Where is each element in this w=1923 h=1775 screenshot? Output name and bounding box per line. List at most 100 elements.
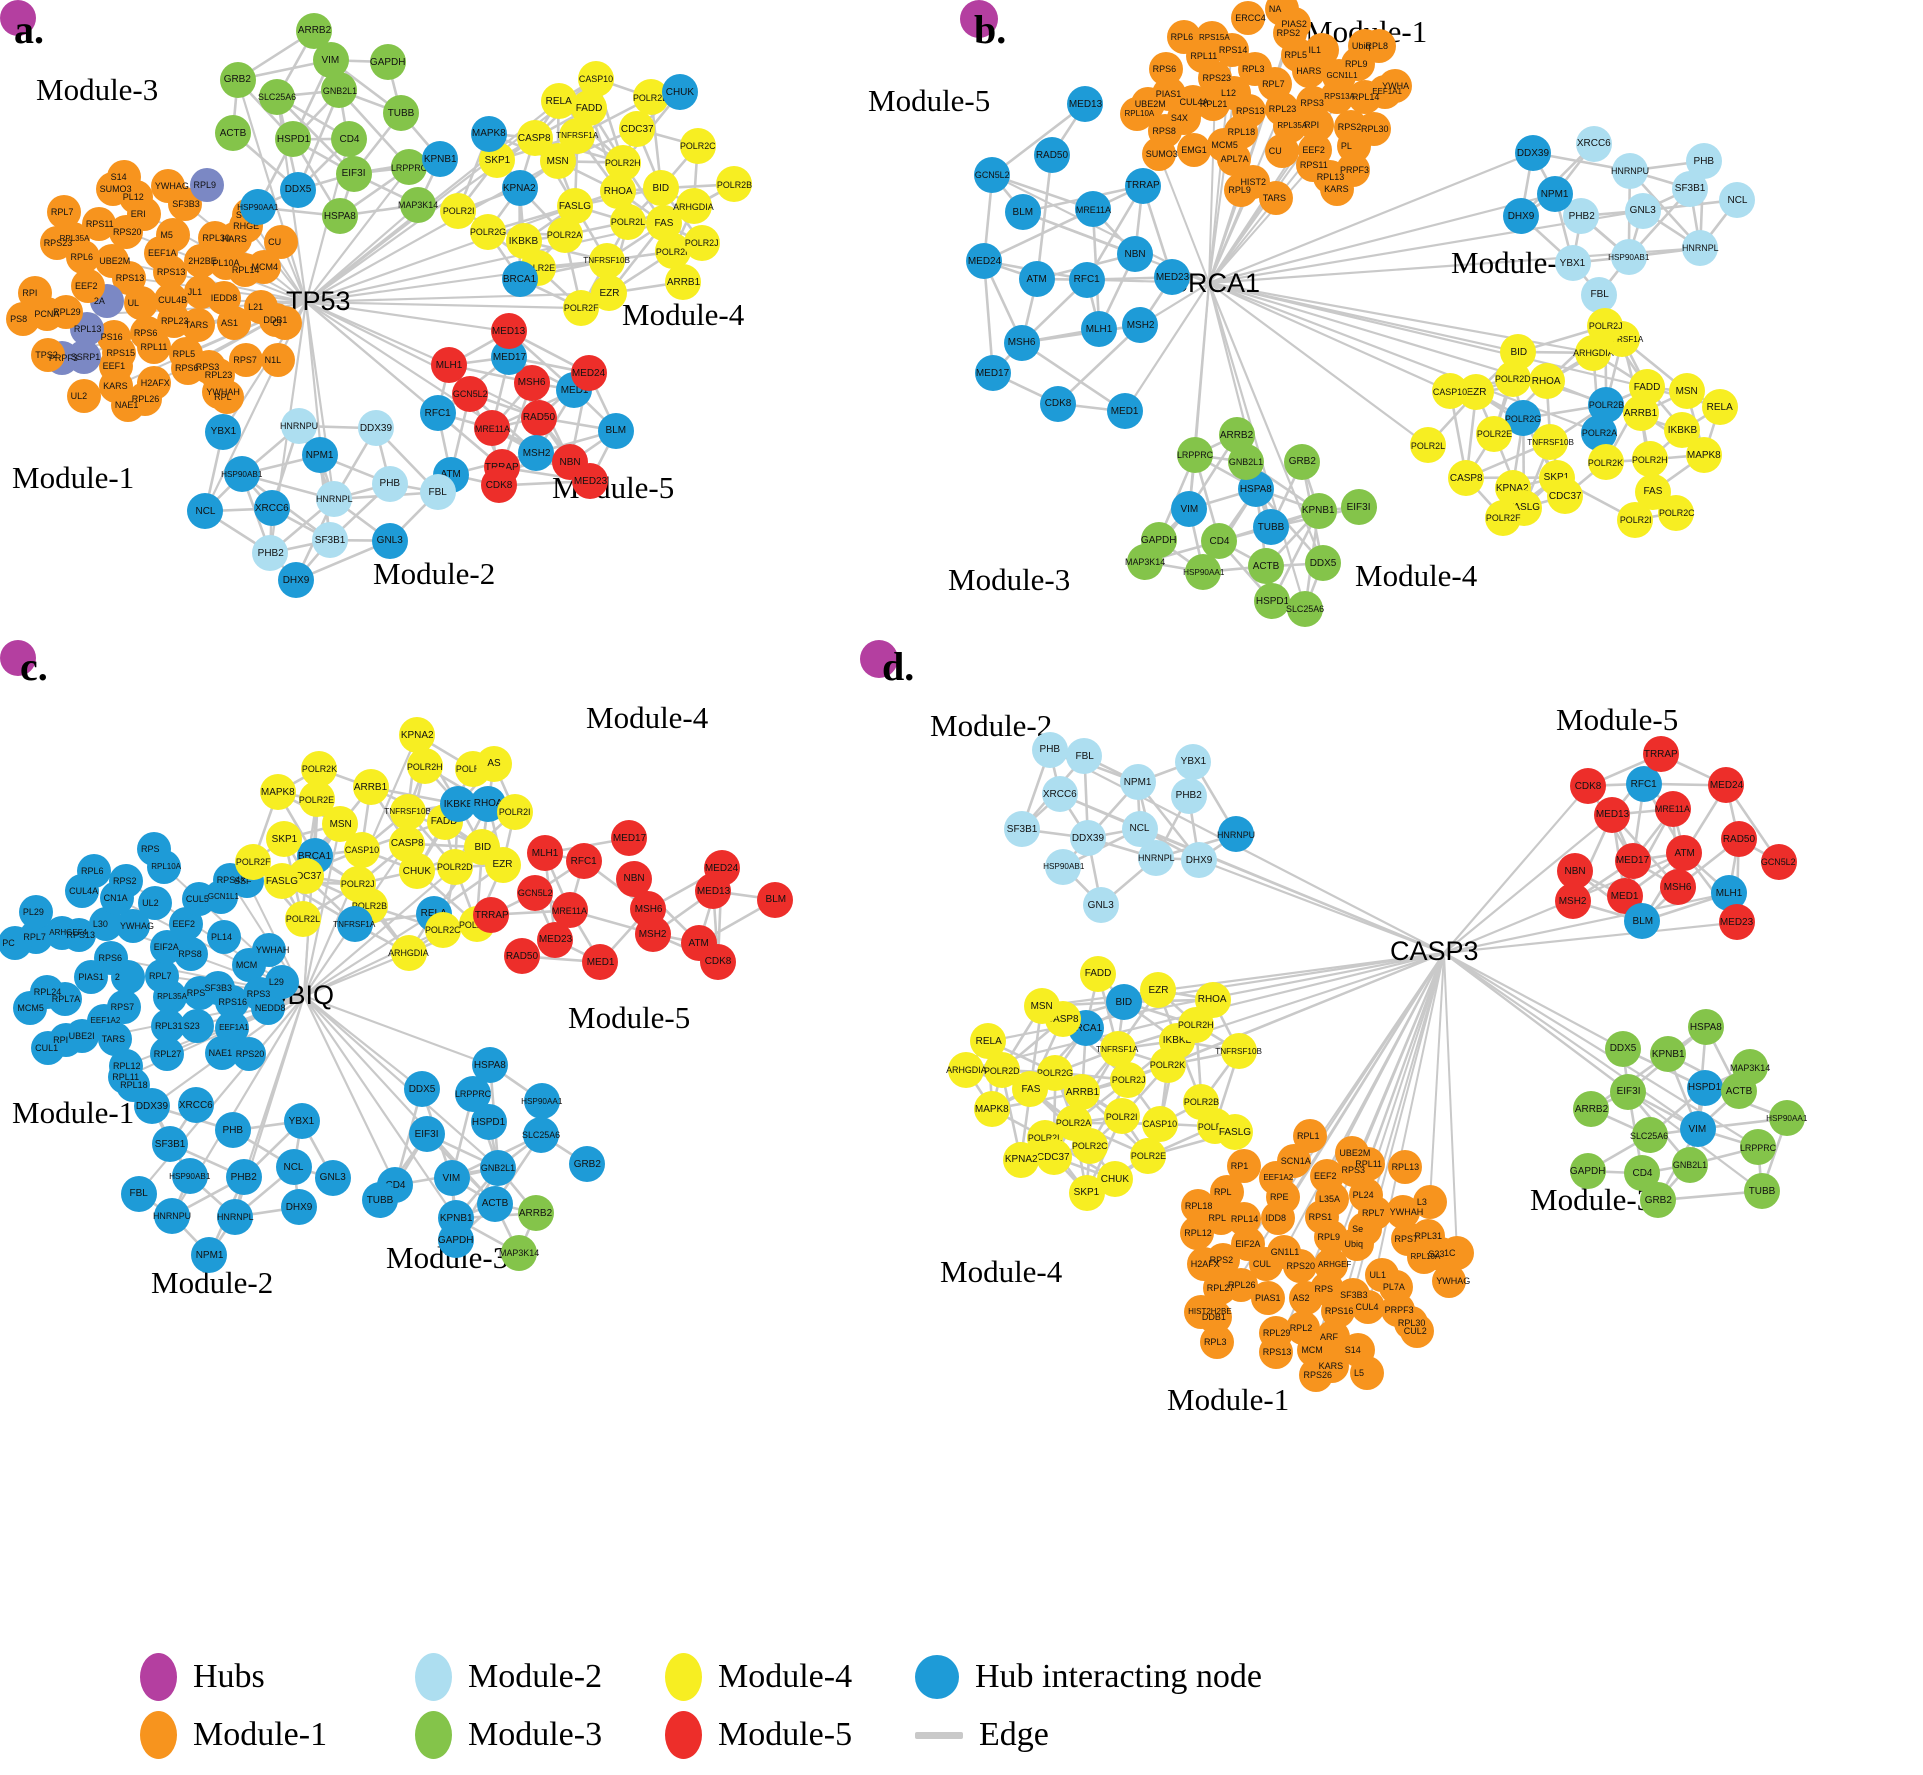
module-1-dense-node[interactable] — [1320, 171, 1355, 206]
network-node[interactable]: HNRNPL — [217, 1198, 253, 1235]
network-node[interactable]: HSP90AA1 — [237, 189, 278, 226]
network-node[interactable]: GNL3 — [1624, 192, 1661, 229]
network-node[interactable]: MED23 — [537, 921, 574, 958]
network-node[interactable]: TUBB — [1743, 1173, 1780, 1210]
network-node[interactable]: ACTB — [214, 114, 251, 151]
network-node[interactable]: GNB2L1 — [480, 1149, 517, 1186]
network-node[interactable]: GCN5L2 — [517, 875, 554, 912]
network-node[interactable]: EZR — [484, 846, 521, 883]
network-node[interactable]: SF3B1 — [312, 522, 348, 559]
network-node[interactable]: POLR2H — [605, 144, 641, 181]
network-node[interactable]: PHB — [1685, 143, 1722, 180]
network-node[interactable]: KPNB1 — [1300, 492, 1337, 529]
network-node[interactable]: MAP3K14 — [398, 186, 438, 223]
module-1-dense-node[interactable] — [1180, 1189, 1215, 1224]
module-1-dense-node[interactable] — [137, 832, 171, 867]
network-node[interactable]: DDX5 — [280, 171, 317, 208]
module-1-dense-node[interactable] — [1399, 1314, 1434, 1349]
network-node[interactable]: TRRAP — [1124, 167, 1161, 204]
network-node[interactable]: TNFRSF10B — [1216, 1033, 1262, 1070]
panel-c-hub-node[interactable] — [0, 640, 36, 676]
network-node[interactable]: POLR2L — [610, 203, 647, 240]
network-node[interactable]: PHB2 — [226, 1159, 263, 1196]
module-1-dense-node[interactable] — [18, 895, 53, 930]
module-1-dense-node[interactable] — [1258, 180, 1293, 215]
network-node[interactable]: TNFRSF10B — [384, 793, 431, 830]
network-node[interactable]: SKP1 — [266, 820, 303, 857]
network-node[interactable]: HSP90AB1 — [1043, 848, 1084, 885]
network-node[interactable]: SLC25A6 — [522, 1116, 560, 1153]
module-1-dense-node[interactable] — [106, 159, 141, 194]
module-1-dense-node[interactable] — [229, 343, 264, 378]
network-node[interactable]: MSH6 — [1003, 324, 1040, 361]
network-node[interactable]: BLM — [757, 881, 794, 918]
module-1-dense-node[interactable] — [1148, 52, 1183, 87]
network-node[interactable]: HNRNPL — [1138, 840, 1174, 877]
module-1-dense-node[interactable] — [1258, 1335, 1293, 1370]
network-node[interactable]: EIF3I — [1610, 1073, 1647, 1110]
module-1-dense-node[interactable] — [251, 933, 286, 968]
network-node[interactable]: TNFRSF1A — [333, 905, 376, 942]
module-1-dense-node[interactable] — [264, 224, 299, 259]
network-node[interactable]: XRCC6 — [177, 1087, 214, 1124]
network-node[interactable]: ARHGDIA — [673, 188, 714, 225]
network-node[interactable]: CASP8 — [1448, 459, 1485, 496]
module-1-dense-node[interactable] — [153, 979, 188, 1014]
network-node[interactable]: RAD50 — [503, 938, 540, 975]
network-node[interactable]: PHB — [371, 465, 408, 502]
network-node[interactable]: MSN — [1668, 373, 1705, 410]
network-node[interactable]: GRB2 — [568, 1146, 605, 1183]
network-node[interactable]: CDK8 — [1039, 385, 1076, 422]
network-node[interactable]: HNRNPL — [316, 481, 352, 518]
network-node[interactable]: EIF3I — [335, 155, 372, 192]
network-node[interactable]: POLR2H — [406, 748, 443, 785]
network-node[interactable]: KPNB1 — [422, 141, 459, 178]
network-node[interactable]: PHB2 — [1170, 777, 1207, 814]
network-node[interactable]: MED24 — [570, 354, 607, 391]
network-node[interactable]: EIF3I — [408, 1116, 445, 1153]
panel-d-hub-node[interactable] — [860, 640, 898, 678]
network-node[interactable]: TNFRSF10B — [1527, 423, 1574, 460]
network-node[interactable]: BLM — [598, 412, 635, 449]
network-node[interactable]: SKP1 — [1068, 1174, 1105, 1211]
network-node[interactable]: SLC25A6 — [258, 78, 296, 115]
network-node[interactable]: FADD — [1080, 955, 1117, 992]
network-node[interactable]: NPM1 — [301, 437, 338, 474]
network-node[interactable]: MAP3K14 — [1125, 543, 1165, 580]
network-node[interactable]: GNL3 — [371, 522, 408, 559]
network-node[interactable]: MSH2 — [518, 434, 555, 471]
network-node[interactable]: POLR2A — [546, 217, 583, 254]
network-node[interactable]: GRB2 — [1284, 443, 1321, 480]
network-node[interactable]: POLR2F — [1484, 500, 1521, 537]
network-node[interactable]: POLR2K — [1587, 444, 1624, 481]
module-1-dense-node[interactable] — [74, 960, 109, 995]
module-1-dense-node[interactable] — [1349, 1355, 1384, 1390]
module-1-dense-node[interactable] — [0, 926, 33, 961]
network-node[interactable]: POLR2J — [683, 224, 720, 261]
network-node[interactable]: NBN — [1116, 236, 1153, 273]
network-node[interactable]: HSP90AB1 — [169, 1158, 210, 1195]
network-node[interactable]: POLR2L — [284, 900, 321, 937]
network-node[interactable]: YBX1 — [1175, 743, 1212, 780]
module-1-dense-node[interactable] — [1361, 29, 1396, 64]
module-1-dense-node[interactable] — [1184, 1295, 1219, 1330]
network-node[interactable]: NPM1 — [1537, 176, 1574, 212]
module-1-dense-node[interactable] — [1356, 112, 1391, 147]
network-node[interactable]: SF3B1 — [1003, 811, 1040, 848]
network-node[interactable]: GAPDH — [438, 1221, 475, 1258]
module-1-dense-node[interactable] — [46, 194, 81, 229]
module-1-dense-node[interactable] — [231, 1037, 266, 1072]
network-node[interactable]: HNRNPL — [1682, 230, 1719, 267]
module-1-dense-node[interactable] — [1387, 1150, 1422, 1185]
network-node[interactable]: GCN5L2 — [1760, 843, 1797, 880]
module-1-dense-node[interactable] — [1141, 136, 1176, 171]
module-1-dense-node[interactable] — [1304, 33, 1339, 68]
module-1-dense-node[interactable] — [1264, 133, 1299, 168]
network-node[interactable]: POLR2F — [235, 843, 272, 880]
network-node[interactable]: CDC37 — [1035, 1139, 1072, 1176]
network-node[interactable]: MED17 — [1614, 842, 1651, 879]
module-1-dense-node[interactable] — [1226, 1148, 1261, 1183]
network-node[interactable]: POLR2I — [1617, 501, 1654, 538]
network-node[interactable]: POLR2G — [470, 213, 506, 250]
network-node[interactable]: GNL3 — [1083, 886, 1120, 923]
